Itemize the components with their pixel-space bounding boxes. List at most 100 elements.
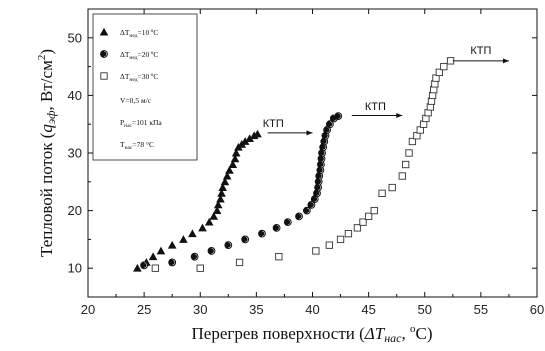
data-point [190,252,199,261]
data-point [220,177,230,186]
data-point [344,229,353,238]
data-point [398,172,406,180]
legend-box [92,13,198,161]
data-point [151,264,159,272]
legend-condition: V=0,5 м/с [120,96,152,105]
x-axis-label: Перегрев поверхности (ΔTнас, oC) [192,323,433,345]
legend-marker [100,50,108,58]
data-point [319,143,328,152]
data-point [217,189,226,197]
legend-condition: Pнас=101 кПа [120,118,162,129]
data-point [388,183,396,192]
x-tick-label: 30 [193,302,207,317]
data-point [225,165,234,174]
data-point [241,235,250,244]
x-tick-label: 55 [474,302,488,317]
data-point [258,229,266,238]
data-point [318,149,326,157]
annotation-arrow-head [306,130,313,136]
data-point [230,154,240,163]
ktp-annotation-3: КТП [452,45,509,64]
data-point [364,212,373,221]
data-point [435,68,443,77]
data-point [213,200,223,209]
data-point [235,258,244,267]
x-tick-label: 20 [81,302,95,317]
data-point [216,194,225,203]
data-point [334,112,343,121]
x-tick-label: 25 [137,302,151,317]
x-tick-label: 45 [361,302,375,317]
data-point [283,218,292,227]
data-point [313,189,321,198]
series-3 [151,57,455,272]
data-point [307,200,316,209]
y-tick-label: 30 [68,146,82,161]
legend-marker [100,72,108,80]
data-point [156,246,166,255]
data-point [272,223,281,232]
data-point [179,235,188,243]
annotation-label: КТП [470,45,491,57]
data-point [275,253,283,261]
data-point [325,120,334,129]
legend: ΔTнед=10 oC ΔTнед=20 oC ΔTнед=30 oC V=0,5 м… [92,13,198,161]
x-tick-label: 40 [305,302,319,317]
data-point [198,223,207,232]
data-point [140,261,149,270]
data-point [222,171,232,180]
data-point [224,241,233,250]
data-point [204,217,214,226]
data-point [370,206,378,215]
data-point [378,189,386,197]
data-point [209,212,219,220]
data-point [302,206,311,215]
data-point [402,160,410,169]
data-point [353,224,362,232]
data-point [245,134,254,143]
y-tick-label: 10 [68,261,82,276]
legend-entry: ΔTнед=10 oC [120,28,158,39]
y-tick-label: 20 [68,203,82,218]
data-point [148,252,158,261]
annotation-label: КТП [365,101,386,113]
legend-marker [99,27,109,36]
y-tick-label: 50 [68,30,82,45]
data-point [317,160,325,169]
data-point [228,160,238,168]
ktp-annotation-2: КТП [351,101,403,119]
legend-entry: ΔTнед=30 oC [120,72,158,83]
data-point [314,177,323,186]
data-point [167,240,177,249]
data-point [317,154,326,163]
data-point [168,258,177,267]
data-point [218,183,227,191]
data-point [321,131,330,140]
data-point [446,57,455,65]
data-point [325,241,333,249]
legend-condition: Tнас=78 °C [120,140,154,151]
data-point [336,235,345,244]
data-point [188,229,197,238]
data-point [196,264,204,272]
data-point [212,206,222,215]
data-point [323,126,331,134]
data-point [295,212,303,221]
data-point [408,137,417,146]
x-tick-label: 60 [530,302,544,317]
annotations: КТП КТП КТП [263,45,509,136]
y-axis-label: Тепловой поток (qэф, Вт/см2) [36,49,58,257]
axis-ticks: 20 25 30 35 40 45 50 55 60 10 20 30 40 50 [68,9,544,317]
annotation-arrow-head [396,113,403,119]
annotation-arrow-head [502,58,509,64]
data-point [240,137,250,145]
data-point [405,149,413,157]
data-points [133,57,455,272]
data-point [440,62,448,71]
data-point [253,129,262,138]
ktp-annotation-1: КТП [263,118,313,136]
x-tick-label: 35 [249,302,263,317]
series-2 [140,112,343,270]
